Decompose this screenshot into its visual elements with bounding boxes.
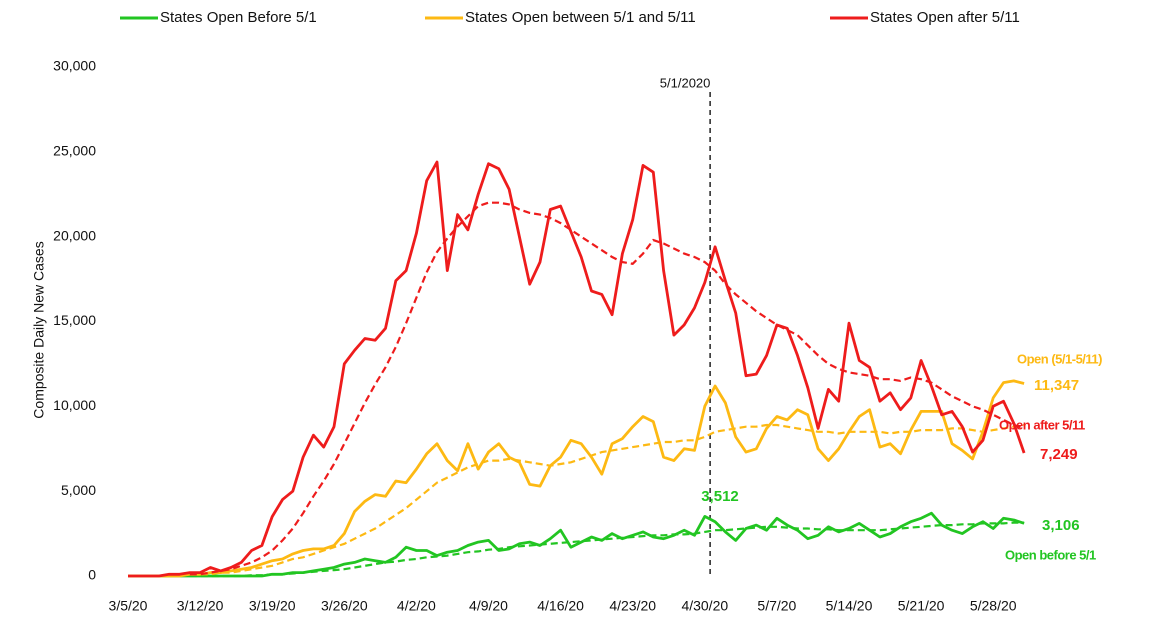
y-tick-label: 0 (88, 567, 96, 583)
series-end-label: Open (5/1-5/11) (1017, 351, 1102, 366)
legend-label: States Open after 5/11 (870, 9, 1020, 26)
series-line (128, 379, 1025, 578)
trend-line (189, 423, 1025, 576)
x-tick-label: 4/9/20 (469, 598, 508, 614)
x-tick-label: 5/21/20 (898, 598, 945, 614)
series-end-label: Open after 5/11 (999, 417, 1085, 432)
series-end-label: Open before 5/1 (1005, 547, 1096, 562)
series-line (128, 511, 1025, 578)
x-tick-label: 3/26/20 (321, 598, 368, 614)
value-label: 11,347 (1034, 377, 1079, 394)
trend-line (189, 521, 1025, 578)
annotation-label: 5/1/2020 (660, 75, 711, 90)
x-tick-label: 4/23/20 (609, 598, 656, 614)
y-tick-label: 5,000 (61, 482, 96, 498)
value-label: 3,512 (701, 488, 739, 505)
x-tick-label: 3/19/20 (249, 598, 296, 614)
y-tick-label: 20,000 (53, 227, 96, 243)
series-line (128, 160, 1026, 578)
y-tick-label: 30,000 (53, 58, 96, 74)
x-tick-label: 4/2/20 (397, 598, 436, 614)
y-tick-label: 25,000 (53, 143, 96, 159)
y-tick-label: 15,000 (53, 312, 96, 328)
x-tick-label: 4/16/20 (537, 598, 584, 614)
x-tick-label: 5/28/20 (970, 598, 1017, 614)
value-label: 3,106 (1042, 517, 1080, 534)
y-axis-label: Composite Daily New Cases (31, 241, 47, 418)
value-label: 7,249 (1040, 446, 1078, 463)
x-tick-label: 4/30/20 (681, 598, 728, 614)
x-tick-label: 5/14/20 (826, 598, 873, 614)
y-tick-label: 10,000 (53, 397, 96, 413)
x-tick-label: 5/7/20 (757, 598, 796, 614)
legend-label: States Open between 5/1 and 5/11 (465, 9, 696, 26)
x-tick-label: 3/5/20 (109, 598, 148, 614)
x-tick-label: 3/12/20 (177, 598, 224, 614)
legend-label: States Open Before 5/1 (160, 9, 317, 26)
trend-line (189, 201, 1025, 576)
